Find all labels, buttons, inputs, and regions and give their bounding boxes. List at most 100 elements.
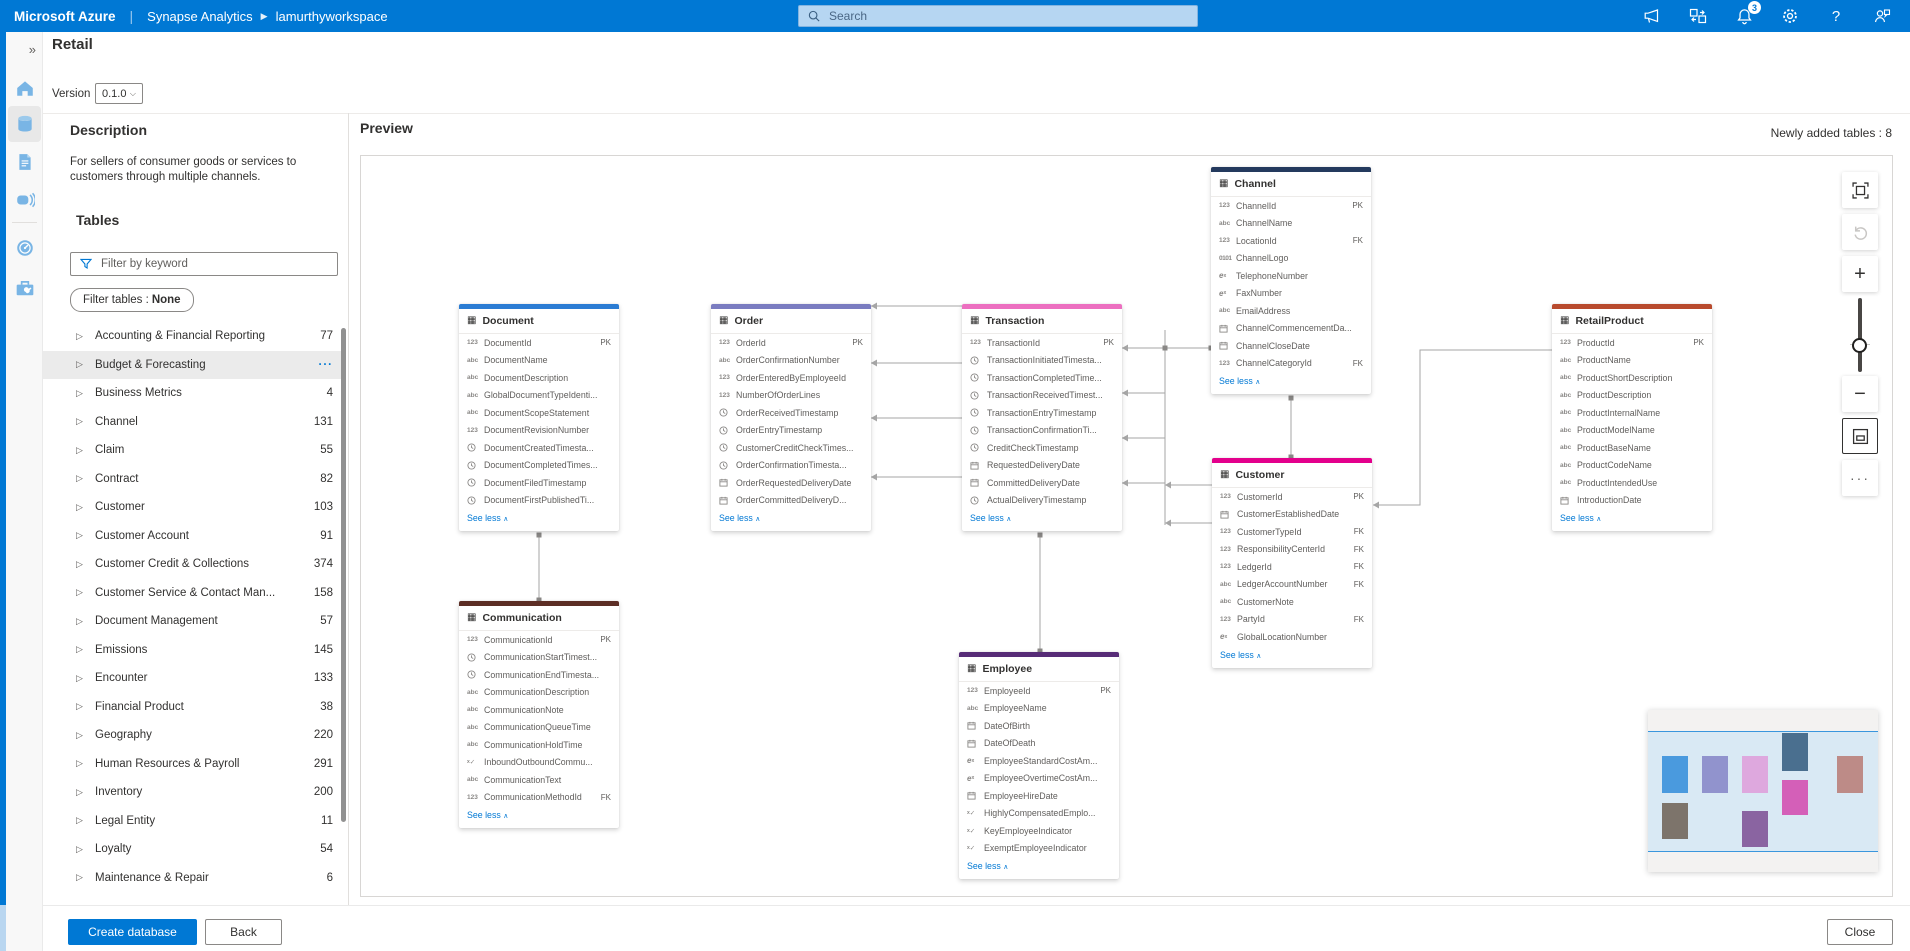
zoom-slider[interactable] [1842, 298, 1878, 372]
fit-to-screen-icon[interactable] [1842, 172, 1878, 208]
field-row[interactable]: TransactionEntryTimestamp [962, 404, 1122, 422]
field-row[interactable]: abc DocumentDescription [459, 369, 619, 387]
field-row[interactable]: OrderConfirmationTimesta... [711, 457, 871, 475]
field-row[interactable]: abc OrderConfirmationNumber [711, 352, 871, 370]
field-row[interactable]: 123 ResponsibilityCenterId FK [1212, 541, 1372, 559]
field-row[interactable]: 123 ChannelId PK [1211, 197, 1371, 215]
field-row[interactable]: CreditCheckTimestamp [962, 439, 1122, 457]
diagram-table-communication[interactable]: ▦ Communication 123 CommunicationId PK Commun… [459, 601, 619, 828]
table-category-row[interactable]: ▷ Encounter 133 [43, 664, 343, 693]
notifications-bell-icon[interactable]: 3 [1734, 1, 1761, 26]
home-icon[interactable] [6, 70, 43, 106]
breadcrumb-workspace[interactable]: lamurthyworkspace [275, 8, 388, 24]
integrate-icon[interactable] [6, 182, 43, 218]
settings-gear-icon[interactable] [1780, 6, 1800, 26]
expand-chevron-icon[interactable]: ▷ [76, 473, 83, 484]
expand-chevron-icon[interactable]: ▷ [76, 701, 83, 712]
diagram-table-retailproduct[interactable]: ▦ RetailProduct 123 ProductId PK abc ProductNa… [1552, 304, 1712, 531]
diagram-table-document[interactable]: ▦ Document 123 DocumentId PK abc DocumentName a… [459, 304, 619, 531]
field-row[interactable]: RequestedDeliveryDate [962, 457, 1122, 475]
expand-chevron-icon[interactable]: ▷ [76, 786, 83, 797]
field-row[interactable]: 0101 ChannelLogo [1211, 250, 1371, 268]
field-row[interactable]: abc ProductShortDescription [1552, 369, 1712, 387]
field-row[interactable]: 123 NumberOfOrderLines [711, 387, 871, 405]
field-row[interactable]: IntroductionDate [1552, 492, 1712, 510]
announcements-icon[interactable] [1642, 6, 1662, 26]
zoom-slider-track[interactable] [1858, 298, 1862, 372]
field-row[interactable]: x ✓ HighlyCompensatedEmplo... [959, 805, 1119, 823]
see-less-link[interactable]: See less ∧ [467, 513, 509, 523]
diagram-table-order[interactable]: ▦ Order 123 OrderId PK abc OrderConfirmationNu… [711, 304, 871, 531]
field-row[interactable]: abc ProductCodeName [1552, 457, 1712, 475]
field-row[interactable]: 123 CommunicationId PK [459, 631, 619, 649]
field-row[interactable]: DocumentCreatedTimesta... [459, 439, 619, 457]
field-row[interactable]: ActualDeliveryTimestamp [962, 492, 1122, 510]
field-row[interactable]: abc LedgerAccountNumber FK [1212, 576, 1372, 594]
field-row[interactable]: 123 OrderId PK [711, 334, 871, 352]
expand-chevron-icon[interactable]: ▷ [76, 330, 83, 341]
expand-chevron-icon[interactable]: ▷ [76, 558, 83, 569]
field-row[interactable]: DocumentCompletedTimes... [459, 457, 619, 475]
field-row[interactable]: abc DocumentName [459, 352, 619, 370]
field-row[interactable]: x ✓ InboundOutboundCommu... [459, 754, 619, 772]
field-row[interactable]: 123 EmployeeId PK [959, 682, 1119, 700]
table-category-row[interactable]: ▷ Maintenance & Repair 6 [43, 864, 343, 893]
field-row[interactable]: OrderCommittedDeliveryD... [711, 492, 871, 510]
filter-keyword-input[interactable] [99, 257, 313, 271]
field-row[interactable]: 123 LocationId FK [1211, 232, 1371, 250]
back-button[interactable]: Back [205, 919, 282, 945]
monitor-icon[interactable] [6, 230, 43, 266]
develop-icon[interactable] [6, 144, 43, 180]
minimap-toggle-icon[interactable] [1842, 418, 1878, 454]
close-button[interactable]: Close [1827, 919, 1893, 945]
table-category-row[interactable]: ▷ Business Metrics 4 [43, 379, 343, 408]
table-category-row[interactable]: ▷ Budget & Forecasting ··· [43, 350, 343, 379]
expand-chevron-icon[interactable]: ▷ [76, 872, 83, 883]
field-row[interactable]: x ✓ ExemptEmployeeIndicator [959, 840, 1119, 858]
field-row[interactable]: 123 DocumentId PK [459, 334, 619, 352]
see-less-link[interactable]: See less ∧ [1220, 649, 1262, 660]
diagram-table-channel[interactable]: ▦ Channel 123 ChannelId PK abc ChannelName 123 L… [1211, 167, 1371, 394]
field-row[interactable]: x ✓ KeyEmployeeIndicator [959, 822, 1119, 840]
version-dropdown[interactable]: 0.1.0 ⌵ [95, 83, 143, 104]
expand-chevron-icon[interactable]: ▷ [76, 416, 83, 427]
field-row[interactable]: e x GlobalLocationNumber [1212, 628, 1372, 646]
field-row[interactable]: CommunicationStartTimest... [459, 649, 619, 667]
field-row[interactable]: CustomerEstablishedDate [1212, 506, 1372, 524]
field-row[interactable]: TransactionConfirmationTi... [962, 422, 1122, 440]
see-less-link[interactable]: See less ∧ [970, 513, 1012, 523]
field-row[interactable]: ChannelCommencementDa... [1211, 320, 1371, 338]
expand-chevron-icon[interactable]: ▷ [76, 530, 83, 541]
field-row[interactable]: abc EmailAddress [1211, 302, 1371, 320]
expand-chevron-icon[interactable]: ▷ [76, 644, 83, 655]
breadcrumb-app[interactable]: Synapse Analytics [147, 8, 253, 24]
table-category-row[interactable]: ▷ Channel 131 [43, 408, 343, 437]
field-row[interactable]: 123 CommunicationMethodId FK [459, 789, 619, 807]
table-category-row[interactable]: ▷ Financial Product 38 [43, 693, 343, 722]
field-row[interactable]: abc CommunicationHoldTime [459, 736, 619, 754]
field-row[interactable]: CustomerCreditCheckTimes... [711, 439, 871, 457]
zoom-slider-knob[interactable] [1852, 338, 1867, 353]
field-row[interactable]: TransactionReceivedTimest... [962, 387, 1122, 405]
field-row[interactable]: DocumentFirstPublishedTi... [459, 492, 619, 510]
expand-chevron-icon[interactable]: ▷ [76, 387, 83, 398]
zoom-in-icon[interactable]: + [1842, 256, 1878, 292]
expand-chevron-icon[interactable]: ▷ [76, 729, 83, 740]
field-row[interactable]: OrderReceivedTimestamp [711, 404, 871, 422]
field-row[interactable]: abc CommunicationDescription [459, 684, 619, 702]
field-row[interactable]: abc CommunicationText [459, 771, 619, 789]
expand-chevron-icon[interactable]: ▷ [76, 501, 83, 512]
table-category-row[interactable]: ▷ Loyalty 54 [43, 835, 343, 864]
undo-icon[interactable] [1842, 214, 1878, 250]
table-category-row[interactable]: ▷ Customer Credit & Collections 374 [43, 550, 343, 579]
table-category-row[interactable]: ▷ Claim 55 [43, 436, 343, 465]
filter-tables-pill[interactable]: Filter tables : None [70, 288, 194, 312]
field-row[interactable]: abc EmployeeName [959, 700, 1119, 718]
panel-scrollbar[interactable] [341, 328, 346, 822]
expand-chevron-icon[interactable]: ▷ [76, 843, 83, 854]
table-category-row[interactable]: ▷ Human Resources & Payroll 291 [43, 750, 343, 779]
global-search[interactable] [798, 5, 1198, 27]
field-row[interactable]: 123 TransactionId PK [962, 334, 1122, 352]
expand-chevron-icon[interactable]: ▷ [76, 587, 83, 598]
expand-chevron-icon[interactable]: ▷ [76, 758, 83, 769]
